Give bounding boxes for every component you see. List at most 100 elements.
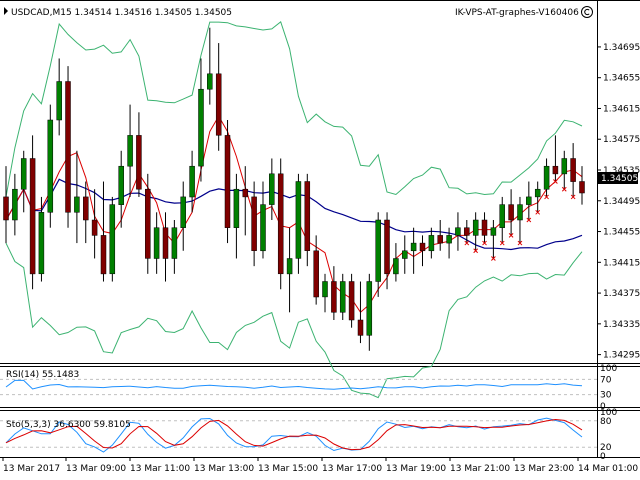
bullish-candle [393, 258, 399, 275]
bearish-candle [579, 181, 585, 194]
bearish-candle [83, 196, 89, 221]
bullish-candle [428, 235, 435, 252]
bearish-candle [215, 73, 222, 136]
signal-marker [482, 240, 487, 246]
bearish-candle [570, 158, 576, 182]
bullish-candle [561, 158, 568, 175]
time-tick-label: 14 Mar 01:00 [578, 464, 638, 474]
bullish-candle [366, 281, 373, 336]
bullish-candle [198, 88, 204, 167]
bearish-candle [313, 250, 319, 298]
time-tick-label: 13 Mar 13:00 [194, 464, 254, 474]
bullish-candle [153, 227, 160, 259]
price-tick-label: 1.34655 [603, 74, 640, 84]
bearish-candle [304, 181, 311, 251]
time-axis: 13 Mar 2017 13 Mar 09:00 13 Mar 11:00 13 Ma… [2, 457, 638, 474]
bearish-candle [552, 165, 559, 175]
stoch-signal-line [5, 418, 583, 451]
signal-marker [544, 194, 549, 200]
price-tick-label: 1.34535 [603, 166, 640, 176]
bullish-candle [490, 227, 497, 236]
bollinger-lower-line [5, 242, 583, 399]
bullish-candle [295, 181, 302, 259]
stoch-level-label: 100 [600, 408, 617, 418]
bearish-candle [331, 281, 337, 313]
price-tick-label: 1.34695 [603, 43, 640, 53]
bearish-candle [419, 242, 426, 252]
bullish-candle [543, 165, 550, 190]
bearish-candle [91, 219, 98, 236]
time-tick-label: 13 Mar 2017 [3, 464, 60, 474]
signal-marker [553, 179, 558, 184]
bullish-candle [207, 73, 213, 90]
bullish-candle [74, 196, 80, 213]
stoch-level-label: 80 [600, 417, 612, 427]
copyright-circle-icon[interactable] [581, 6, 593, 18]
time-tick-label: 13 Mar 19:00 [386, 464, 446, 474]
signal-marker [491, 256, 496, 261]
bullish-candle [260, 204, 266, 252]
indicator-name: IK-VPS-AT-graphes-V160406 [455, 8, 579, 18]
signal-marker [473, 248, 479, 254]
bullish-candle [180, 196, 186, 228]
stoch-caption: Sto(5,3,3) 36.6300 59.8105 [6, 420, 131, 430]
time-tick-label: 13 Mar 17:00 [322, 464, 382, 474]
bearish-candle [277, 173, 284, 275]
bullish-candle [499, 204, 505, 228]
time-tick-label: 13 Mar 23:00 [514, 464, 574, 474]
bollinger-upper-line [5, 20, 583, 197]
bullish-candle [12, 188, 18, 221]
bearish-candle [481, 219, 488, 236]
stoch-level-label: 20 [600, 443, 612, 453]
bullish-candle [171, 227, 178, 259]
bearish-candle [357, 319, 364, 336]
bullish-candle [446, 235, 452, 244]
bullish-candle [47, 119, 54, 213]
price-tick-label: 1.34615 [603, 104, 640, 114]
bearish-candle [437, 235, 443, 244]
bearish-candle [162, 227, 169, 259]
current-price-box [598, 172, 638, 184]
time-tick-label: 13 Mar 09:00 [66, 464, 126, 474]
bearish-candle [3, 196, 9, 221]
price-tick-label: 1.34335 [603, 320, 640, 330]
bearish-candle [464, 227, 470, 236]
bearish-candle [251, 196, 257, 251]
bullish-candle [233, 188, 240, 228]
symbol-caption: USDCAD,M15 1.34514 1.34516 1.34505 1.345… [11, 8, 232, 18]
price-axis: 1.34695 1.34655 1.34615 1.34575 1.34535 1.344… [597, 43, 640, 462]
bearish-candle [65, 81, 71, 213]
price-tick-label: 1.34295 [603, 351, 640, 361]
bullish-candle [38, 212, 45, 275]
bullish-candle [20, 158, 27, 190]
price-panel [3, 20, 585, 399]
signal-marker [517, 240, 523, 246]
bullish-candle [402, 250, 408, 259]
signal-marker [561, 186, 567, 192]
bearish-candle [136, 135, 142, 190]
signal-marker [464, 240, 470, 246]
price-tick-label: 1.34575 [603, 135, 640, 145]
bullish-candle [534, 188, 541, 198]
rsi-level-label: 100 [600, 364, 617, 374]
rsi-level-label: 30 [600, 391, 612, 401]
rsi-line [5, 379, 583, 390]
price-tick-label: 1.34495 [603, 197, 640, 207]
stoch-level-label: 0 [600, 452, 606, 462]
rsi-caption: RSI(14) 55.1483 [6, 370, 79, 380]
signal-marker [526, 217, 532, 223]
signal-marker [499, 240, 505, 246]
bullish-candle [286, 258, 293, 275]
bullish-candle [322, 281, 328, 298]
rsi-level-label: 70 [600, 375, 612, 385]
bullish-candle [455, 227, 461, 236]
bearish-candle [145, 188, 151, 259]
rsi-panel [0, 378, 597, 396]
bearish-candle [242, 188, 249, 198]
bearish-candle [29, 158, 36, 275]
current-price-label: 1.34505 [601, 174, 638, 184]
bullish-candle [118, 165, 124, 205]
bearish-candle [348, 281, 355, 321]
bullish-candle [56, 81, 62, 121]
